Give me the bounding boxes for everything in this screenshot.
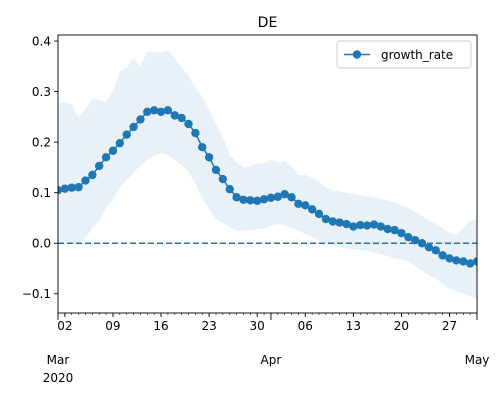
y-tick-label: 0.2 [32,135,51,149]
data-point [204,153,214,162]
data-point [198,143,207,152]
data-point [67,183,76,192]
data-point [362,221,372,230]
data-point [349,222,358,231]
data-point [170,111,179,120]
data-point [211,165,221,175]
y-tick-label: 0.4 [32,34,51,48]
data-point [239,195,248,204]
data-point [225,184,234,194]
x-week-tick-label: 09 [105,319,120,333]
data-point [101,153,111,162]
data-point [246,196,255,205]
data-point [253,196,262,205]
data-point [108,146,118,155]
legend-box [336,40,472,69]
data-point [177,113,186,123]
x-week-tick-label: 23 [201,319,216,333]
data-point [321,214,331,224]
plot-inner [58,50,477,299]
data-point [356,220,365,230]
y-tick-label: 0.3 [32,85,51,99]
data-point [459,257,468,266]
data-point [417,239,427,248]
x-month-tick-label: Mar [47,353,70,367]
y-tick-label: 0.0 [32,237,51,251]
data-point [301,201,310,210]
y-tick-label: 0.1 [32,186,51,200]
data-point [81,176,90,185]
data-point [218,174,228,184]
data-point [397,228,406,238]
data-point [95,161,104,171]
data-point [424,243,434,252]
data-point [369,220,379,229]
data-point [232,193,241,202]
x-week-tick-label: 02 [57,319,72,333]
data-point [122,130,131,139]
data-point [143,107,152,117]
data-point [465,259,475,268]
x-month-tick-label: May [465,353,490,367]
data-point [280,190,289,199]
data-point [314,209,324,219]
x-month-tick-label: Apr [261,353,282,367]
data-point [438,251,447,260]
data-point [273,192,282,201]
data-point [156,107,166,117]
x-week-tick-label: 16 [153,319,168,333]
axes-frame [57,34,478,314]
data-point [136,115,145,124]
data-point [410,236,420,245]
data-point [287,193,296,202]
data-point [472,257,477,266]
data-point [294,199,303,209]
data-point [335,218,344,227]
data-point [191,128,200,138]
y-tick-label: −0.1 [22,287,51,301]
data-point [342,219,351,229]
x-year-tick-label: 2020 [43,371,74,385]
data-point [184,119,193,129]
data-point [266,193,276,202]
data-point [259,195,269,204]
data-point [307,205,317,214]
legend-label: growth_rate [381,48,453,62]
chart-title: DE [258,15,278,31]
axes: −0.1 0.0 0.1 0.2 0.3 0.4 02 09 16 23 30 06 13 20 27 Mar… [22,34,490,385]
data-point [452,256,461,265]
data-point [445,254,454,263]
legend: growth_rate [336,40,472,69]
data-point [390,225,399,235]
data-point [115,138,125,148]
data-point [376,222,386,231]
data-point [129,122,138,132]
data-point [383,224,392,234]
data-point [163,106,173,115]
data-point [328,217,337,226]
x-week-tick-label: 27 [442,319,457,333]
x-week-tick-label: 30 [250,319,265,333]
x-week-tick-label: 20 [394,319,409,333]
data-point [404,232,413,242]
data-point [74,182,83,192]
data-point [431,246,440,255]
legend-marker [352,50,362,59]
x-week-tick-label: 06 [298,319,313,333]
plot-area [58,50,477,299]
data-point [149,106,159,115]
data-point [60,184,70,193]
data-point [88,170,97,180]
x-week-tick-label: 13 [346,319,361,333]
